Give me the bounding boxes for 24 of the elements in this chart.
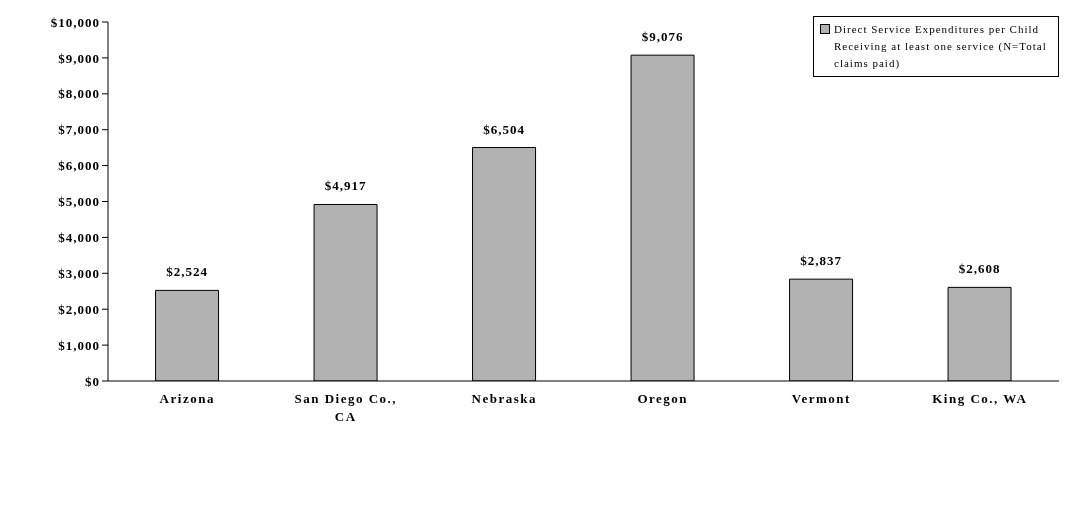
x-tick-label: Vermont bbox=[791, 391, 851, 406]
data-label: $2,608 bbox=[958, 261, 1001, 277]
y-tick-label: $7,000 bbox=[58, 122, 100, 138]
y-tick-label: $2,000 bbox=[58, 301, 100, 317]
x-tick-label: Nebraska bbox=[471, 391, 537, 406]
data-label: $2,837 bbox=[800, 253, 842, 269]
data-label: $9,076 bbox=[641, 29, 684, 45]
y-tick-label: $5,000 bbox=[58, 194, 100, 210]
y-tick-label: $10,000 bbox=[50, 14, 100, 30]
y-tick-label: $4,000 bbox=[58, 230, 100, 246]
x-tick-label: King Co., WA bbox=[932, 391, 1028, 406]
y-tick-label: $6,000 bbox=[58, 158, 100, 174]
y-tick-label: $8,000 bbox=[58, 86, 100, 102]
x-tick-label: San Diego Co., CA bbox=[294, 391, 398, 424]
x-tick-label: Oregon bbox=[637, 391, 689, 406]
y-tick-label: $1,000 bbox=[58, 337, 100, 353]
data-label: $4,917 bbox=[324, 178, 367, 194]
y-tick-label: $3,000 bbox=[58, 265, 100, 281]
data-label: $2,524 bbox=[166, 264, 208, 280]
legend-label: Direct Service Expenditures per Child Receiving at least one service (N=Total claims paid) bbox=[834, 22, 1048, 71]
y-tick-label: $9,000 bbox=[58, 50, 100, 66]
y-tick-label: $0 bbox=[85, 373, 100, 389]
data-label: $6,504 bbox=[483, 121, 525, 137]
x-tick-label: Arizona bbox=[159, 391, 215, 406]
